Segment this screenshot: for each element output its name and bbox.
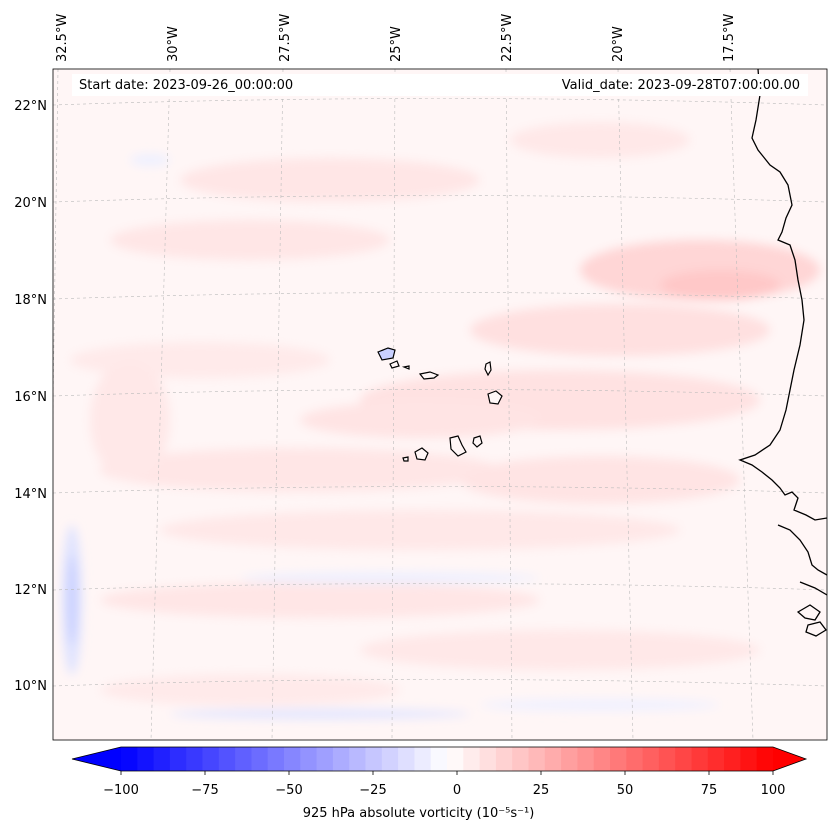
colorbar-extend-high	[773, 747, 806, 771]
colorbar-segment	[675, 747, 692, 771]
colorbar-segment	[756, 747, 774, 771]
lat-label: 12°N	[14, 583, 47, 598]
colorbar-segment	[349, 747, 366, 771]
cape-verde-islands	[377, 347, 503, 462]
colorbar-segment	[121, 747, 138, 771]
colorbar-segment	[251, 747, 269, 771]
colorbar-segment	[724, 747, 741, 771]
colorbar-segment	[186, 747, 203, 771]
colorbar-segment	[642, 747, 660, 771]
colorbar-segment	[463, 747, 481, 771]
lon-label: 20°W	[611, 26, 626, 62]
colorbar-segment	[626, 747, 644, 771]
colorbar-segment	[447, 747, 464, 771]
colorbar-tick-label: 25	[533, 783, 550, 798]
valid-date-label: Valid_date: 2023-09-28T07:00:00.00	[561, 78, 800, 93]
colorbar-segment	[610, 747, 627, 771]
colorbar-segment	[137, 747, 155, 771]
colorbar-segment	[218, 747, 236, 771]
colorbar-segment	[332, 747, 350, 771]
colorbar-segment	[495, 747, 513, 771]
graticule	[53, 69, 827, 740]
lon-label: 25°W	[389, 26, 404, 62]
colorbar-tick-label: −100	[103, 783, 139, 798]
latitude-labels: 22°N 20°N 18°N 16°N 14°N 12°N 10°N	[14, 99, 47, 694]
colorbar-segment	[398, 747, 415, 771]
colorbar-tick-label: −75	[191, 783, 218, 798]
colorbar-title: 925 hPa absolute vorticity (10⁻⁵s⁻¹)	[302, 806, 535, 821]
lon-label: 17.5°W	[722, 14, 737, 62]
colorbar-segment	[300, 747, 318, 771]
colorbar-segment	[430, 747, 448, 771]
colorbar-ticks: −100 −75 −50 −25 0 25 50 75 100	[103, 783, 785, 798]
colorbar-segment	[169, 747, 187, 771]
map-frame	[52, 68, 828, 741]
colorbar-segment	[284, 747, 301, 771]
lat-label: 18°N	[14, 293, 47, 308]
colorbar-segment	[153, 747, 171, 771]
colorbar-tick-label: 0	[453, 783, 461, 798]
colorbar-segment	[365, 747, 383, 771]
colorbar-segment	[479, 747, 497, 771]
colorbar	[71, 746, 808, 775]
lat-label: 10°N	[14, 679, 47, 694]
lon-label: 32.5°W	[55, 14, 70, 62]
colorbar-tick-label: 75	[701, 783, 718, 798]
lat-label: 20°N	[14, 196, 47, 211]
colorbar-segment	[593, 747, 611, 771]
colorbar-segment	[414, 747, 432, 771]
colorbar-tick-label: −25	[359, 783, 386, 798]
lon-label: 30°W	[166, 26, 181, 62]
colorbar-segment	[267, 747, 285, 771]
colorbar-tick-label: 100	[761, 783, 786, 798]
colorbar-segment	[740, 747, 758, 771]
colorbar-segment	[691, 747, 709, 771]
start-date-label: Start date: 2023-09-26_00:00:00	[79, 78, 294, 93]
lon-label: 27.5°W	[278, 14, 293, 62]
header-box	[72, 74, 808, 96]
colorbar-segment	[316, 747, 334, 771]
colorbar-tick-label: −50	[275, 783, 302, 798]
coastline	[738, 69, 827, 637]
colorbar-extend-low	[72, 747, 121, 771]
colorbar-segment	[235, 747, 252, 771]
colorbar-segment	[544, 747, 562, 771]
longitude-labels: 32.5°W 30°W 27.5°W 25°W 22.5°W 20°W 17.5…	[55, 14, 737, 62]
lat-label: 16°N	[14, 390, 47, 405]
colorbar-segment	[707, 747, 725, 771]
colorbar-segment	[658, 747, 676, 771]
colorbar-segment	[577, 747, 595, 771]
colorbar-segment	[202, 747, 220, 771]
colorbar-segment	[381, 747, 399, 771]
vorticity-field	[62, 122, 820, 719]
lat-label: 14°N	[14, 487, 47, 502]
colorbar-segment	[512, 747, 529, 771]
colorbar-segment	[561, 747, 578, 771]
lon-label: 22.5°W	[500, 14, 515, 62]
colorbar-segment	[528, 747, 546, 771]
lat-label: 22°N	[14, 99, 47, 114]
colorbar-tick-label: 50	[617, 783, 634, 798]
